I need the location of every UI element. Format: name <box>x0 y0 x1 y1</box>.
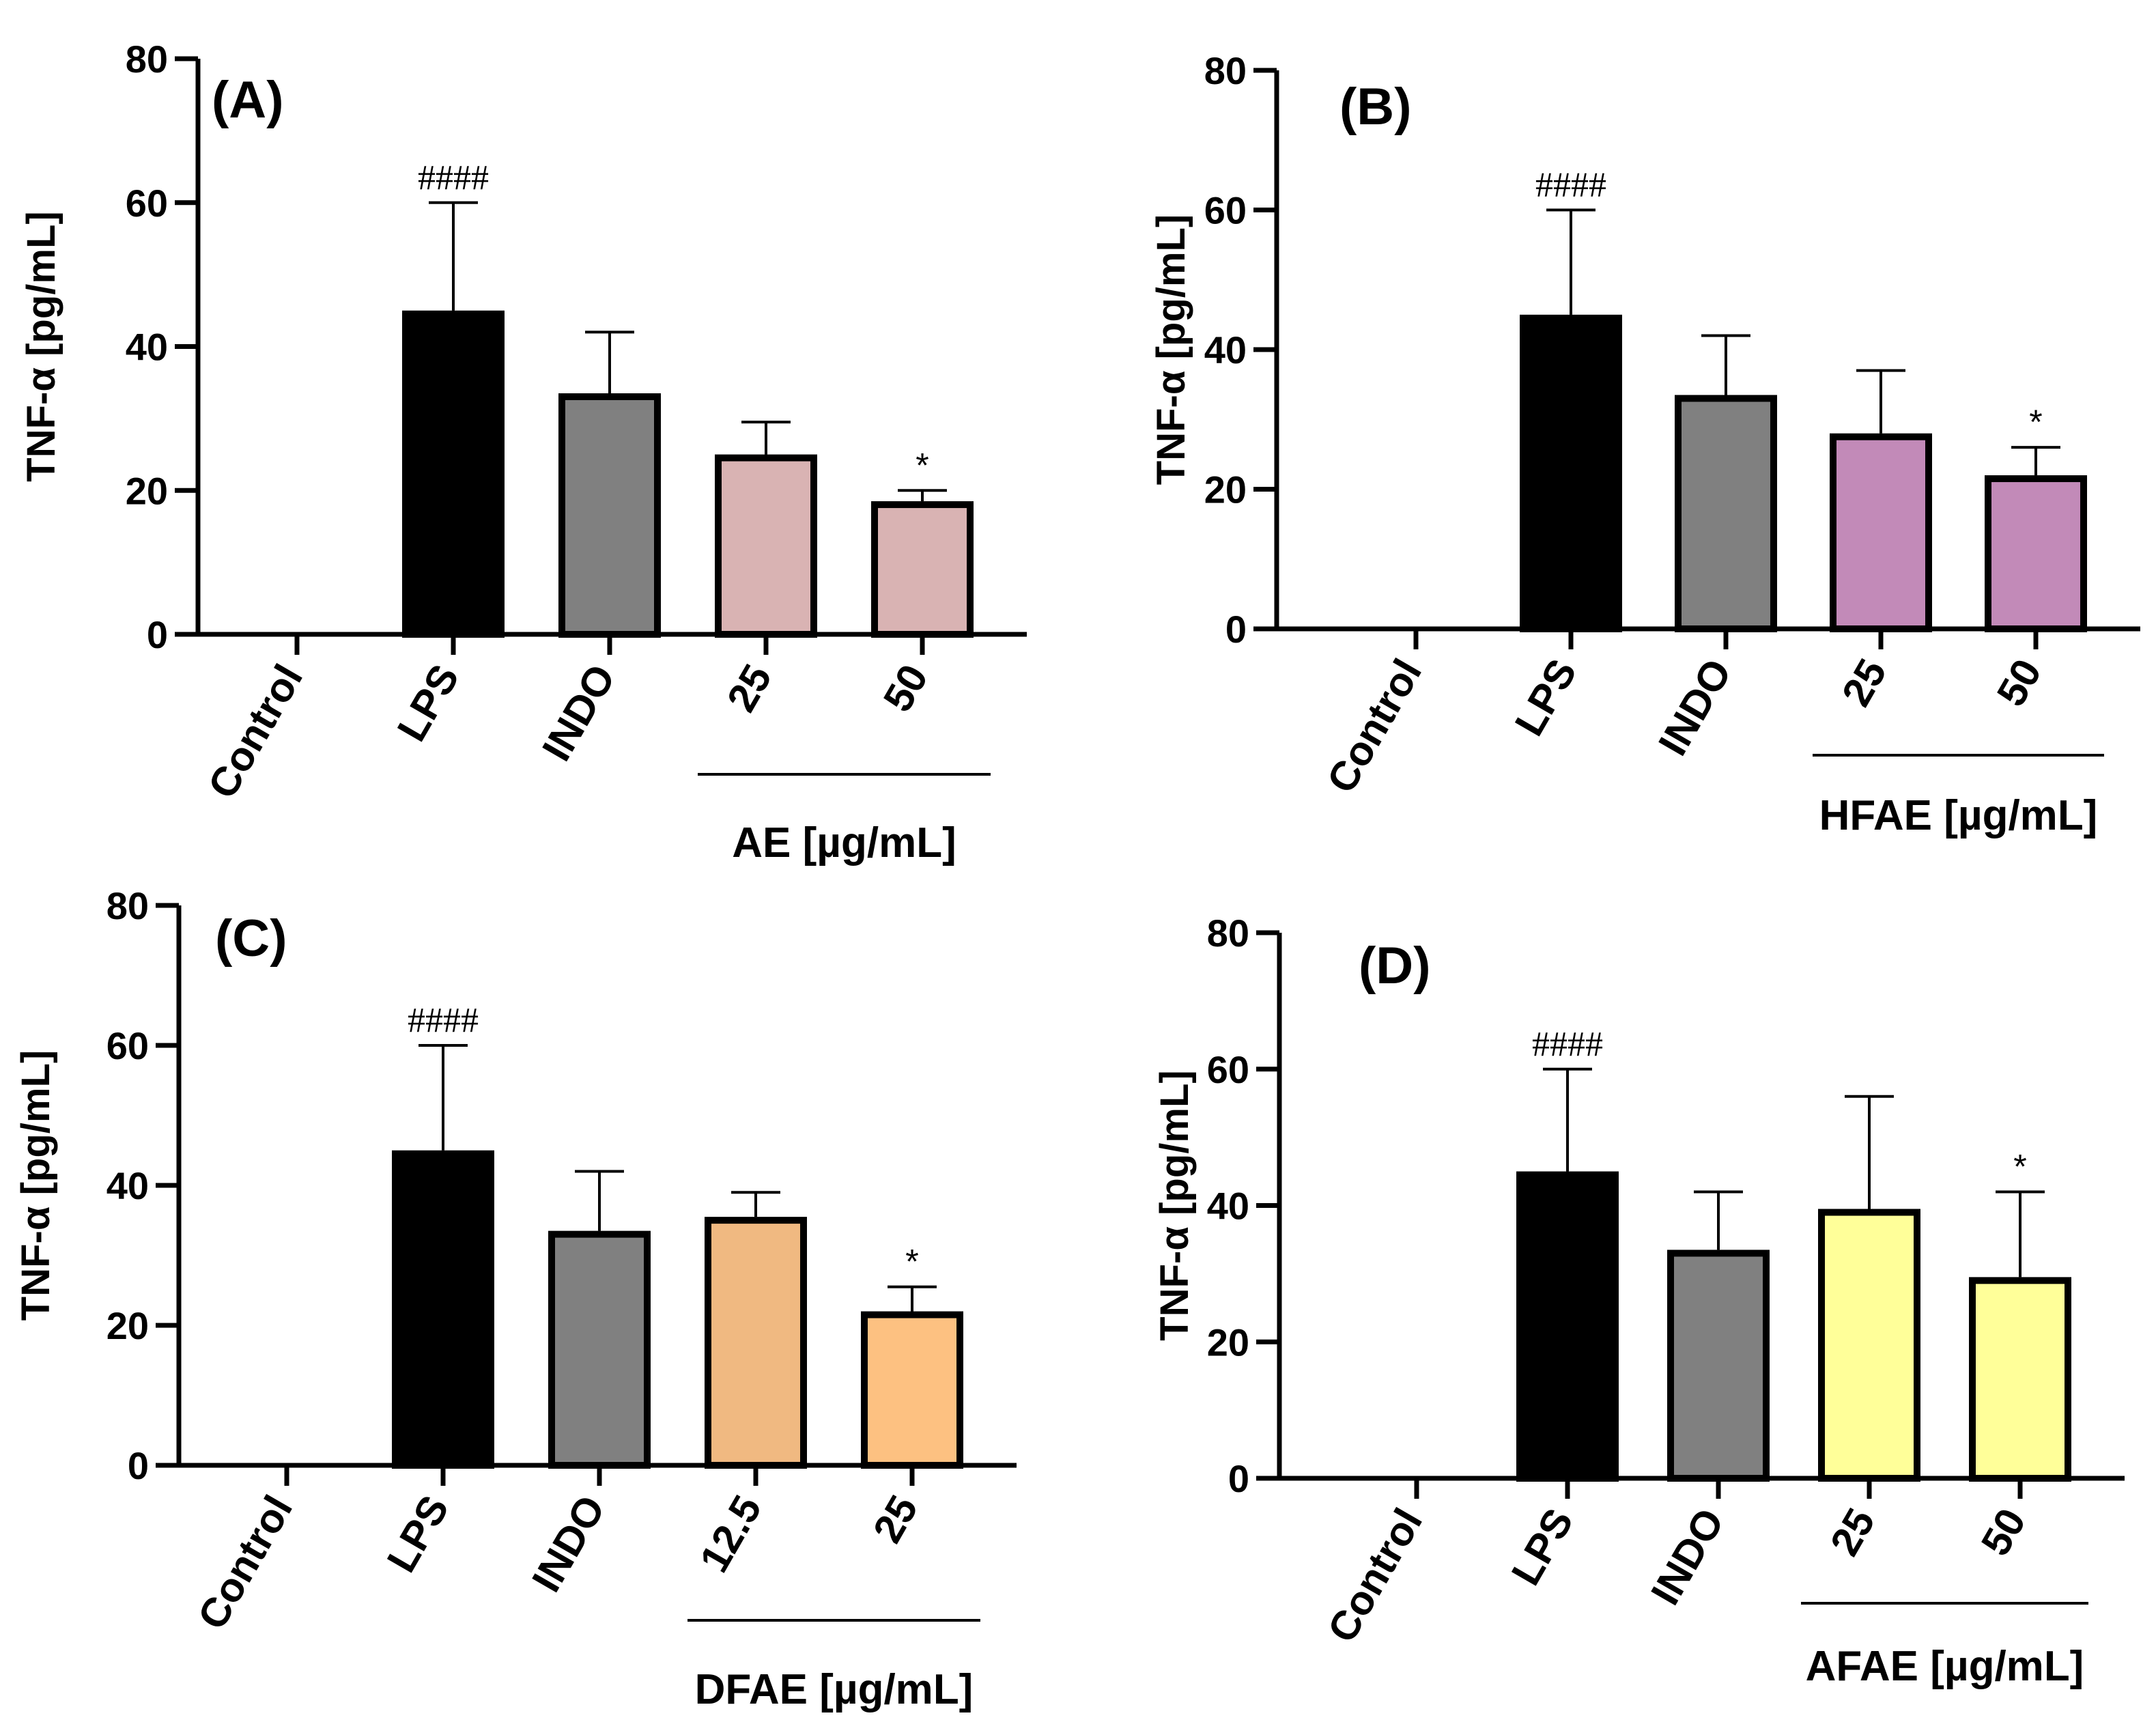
y-axis-label: TNF-α [pg/mL] <box>1152 1070 1197 1340</box>
x-category-label: LPS <box>388 657 468 749</box>
group-label: AFAE [µg/mL] <box>1806 1643 2084 1690</box>
chart-panel-a: 0 20 40 60 80 TNF-α [pg/mL] (A) Control #### LPS I… <box>19 38 1027 866</box>
y-tick-label: 0 <box>1225 608 1247 651</box>
significance-hash: #### <box>1535 166 1606 205</box>
bar-indo <box>1675 395 1777 633</box>
y-tick-label: 60 <box>126 182 168 225</box>
chart-panel-d: 0 20 40 60 80 TNF-α [pg/mL] (D) Control #### LPS I… <box>1152 912 2125 1690</box>
bar-50 <box>1969 1277 2071 1482</box>
y-tick-label: 20 <box>107 1304 149 1347</box>
y-tick-label: 0 <box>128 1444 149 1487</box>
y-axis-label: TNF-α [pg/mL] <box>19 211 63 481</box>
x-category-label: INDO <box>1649 651 1740 763</box>
bar-lps <box>392 1150 494 1469</box>
x-category-label: 50 <box>875 657 937 719</box>
x-category-label: Control <box>1318 651 1431 800</box>
x-category-label: 50 <box>1988 651 2050 714</box>
bar-25 <box>861 1311 963 1469</box>
y-tick-label: 60 <box>1207 1048 1249 1091</box>
significance-star: * <box>905 1243 918 1281</box>
chart-panel-b: 0 20 40 60 80 TNF-α [pg/mL] (B) Control #### LPS I… <box>1149 49 2140 839</box>
y-tick-label: 20 <box>1204 468 1247 511</box>
y-tick-label: 80 <box>126 38 168 81</box>
x-category-label: LPS <box>1506 651 1585 744</box>
y-axis-label: TNF-α [pg/mL] <box>1149 214 1193 485</box>
significance-hash: #### <box>408 1001 479 1040</box>
x-category-label: 25 <box>1821 1501 1884 1563</box>
significance-star: * <box>2013 1148 2026 1186</box>
x-category-label: Control <box>199 657 312 806</box>
bar-lps <box>1520 314 1622 632</box>
y-tick-label: 40 <box>1204 328 1247 371</box>
y-tick-label: 40 <box>107 1164 149 1207</box>
x-category-label: 25 <box>864 1488 926 1550</box>
panel-label: (C) <box>215 910 287 968</box>
group-label: AE [µg/mL] <box>732 819 956 866</box>
y-tick-label: 60 <box>1204 189 1247 232</box>
bar-lps <box>1516 1171 1619 1482</box>
x-category-label: 25 <box>718 657 780 719</box>
x-category-label: LPS <box>1503 1501 1582 1593</box>
panel-label: (A) <box>212 71 284 129</box>
group-label: DFAE [µg/mL] <box>695 1666 974 1713</box>
bar-50 <box>871 501 974 638</box>
x-category-label: LPS <box>378 1488 457 1580</box>
x-category-label: INDO <box>1642 1501 1733 1612</box>
significance-star: * <box>2029 403 2042 441</box>
panel-label: (B) <box>1339 78 1412 136</box>
y-tick-label: 40 <box>126 326 168 369</box>
x-category-label: 25 <box>1833 651 1895 714</box>
y-tick-label: 40 <box>1207 1185 1249 1228</box>
bar-lps <box>402 310 505 638</box>
bar-25 <box>715 454 817 638</box>
chart-panel-c: 0 20 40 60 80 TNF-α [pg/mL] (C) Control #### LPS I… <box>14 884 1017 1713</box>
y-tick-label: 0 <box>147 613 168 656</box>
bar-12.5 <box>705 1217 807 1469</box>
significance-hash: #### <box>1532 1025 1603 1064</box>
group-label: HFAE [µg/mL] <box>1819 792 2098 839</box>
bar-25 <box>1818 1209 1920 1482</box>
x-category-label: INDO <box>533 657 624 768</box>
significance-star: * <box>916 446 928 484</box>
x-category-label: INDO <box>523 1488 614 1599</box>
bar-25 <box>1830 433 1932 632</box>
y-tick-label: 20 <box>1207 1321 1249 1364</box>
panel-label: (D) <box>1359 937 1431 995</box>
bar-indo <box>1667 1250 1770 1482</box>
y-tick-label: 80 <box>1204 49 1247 92</box>
x-category-label: Control <box>189 1488 302 1637</box>
y-tick-label: 80 <box>107 884 149 927</box>
y-tick-label: 60 <box>107 1024 149 1067</box>
x-category-label: Control <box>1319 1501 1432 1650</box>
x-category-label: 50 <box>1972 1501 2034 1563</box>
y-axis-label: TNF-α [pg/mL] <box>14 1050 58 1321</box>
y-tick-label: 0 <box>1228 1457 1249 1500</box>
bar-50 <box>1985 475 2087 632</box>
significance-hash: #### <box>418 158 489 197</box>
y-tick-label: 80 <box>1207 912 1249 955</box>
x-category-label: 12.5 <box>691 1488 770 1580</box>
bar-indo <box>558 393 661 638</box>
y-tick-label: 20 <box>126 469 168 512</box>
bar-indo <box>548 1230 651 1469</box>
